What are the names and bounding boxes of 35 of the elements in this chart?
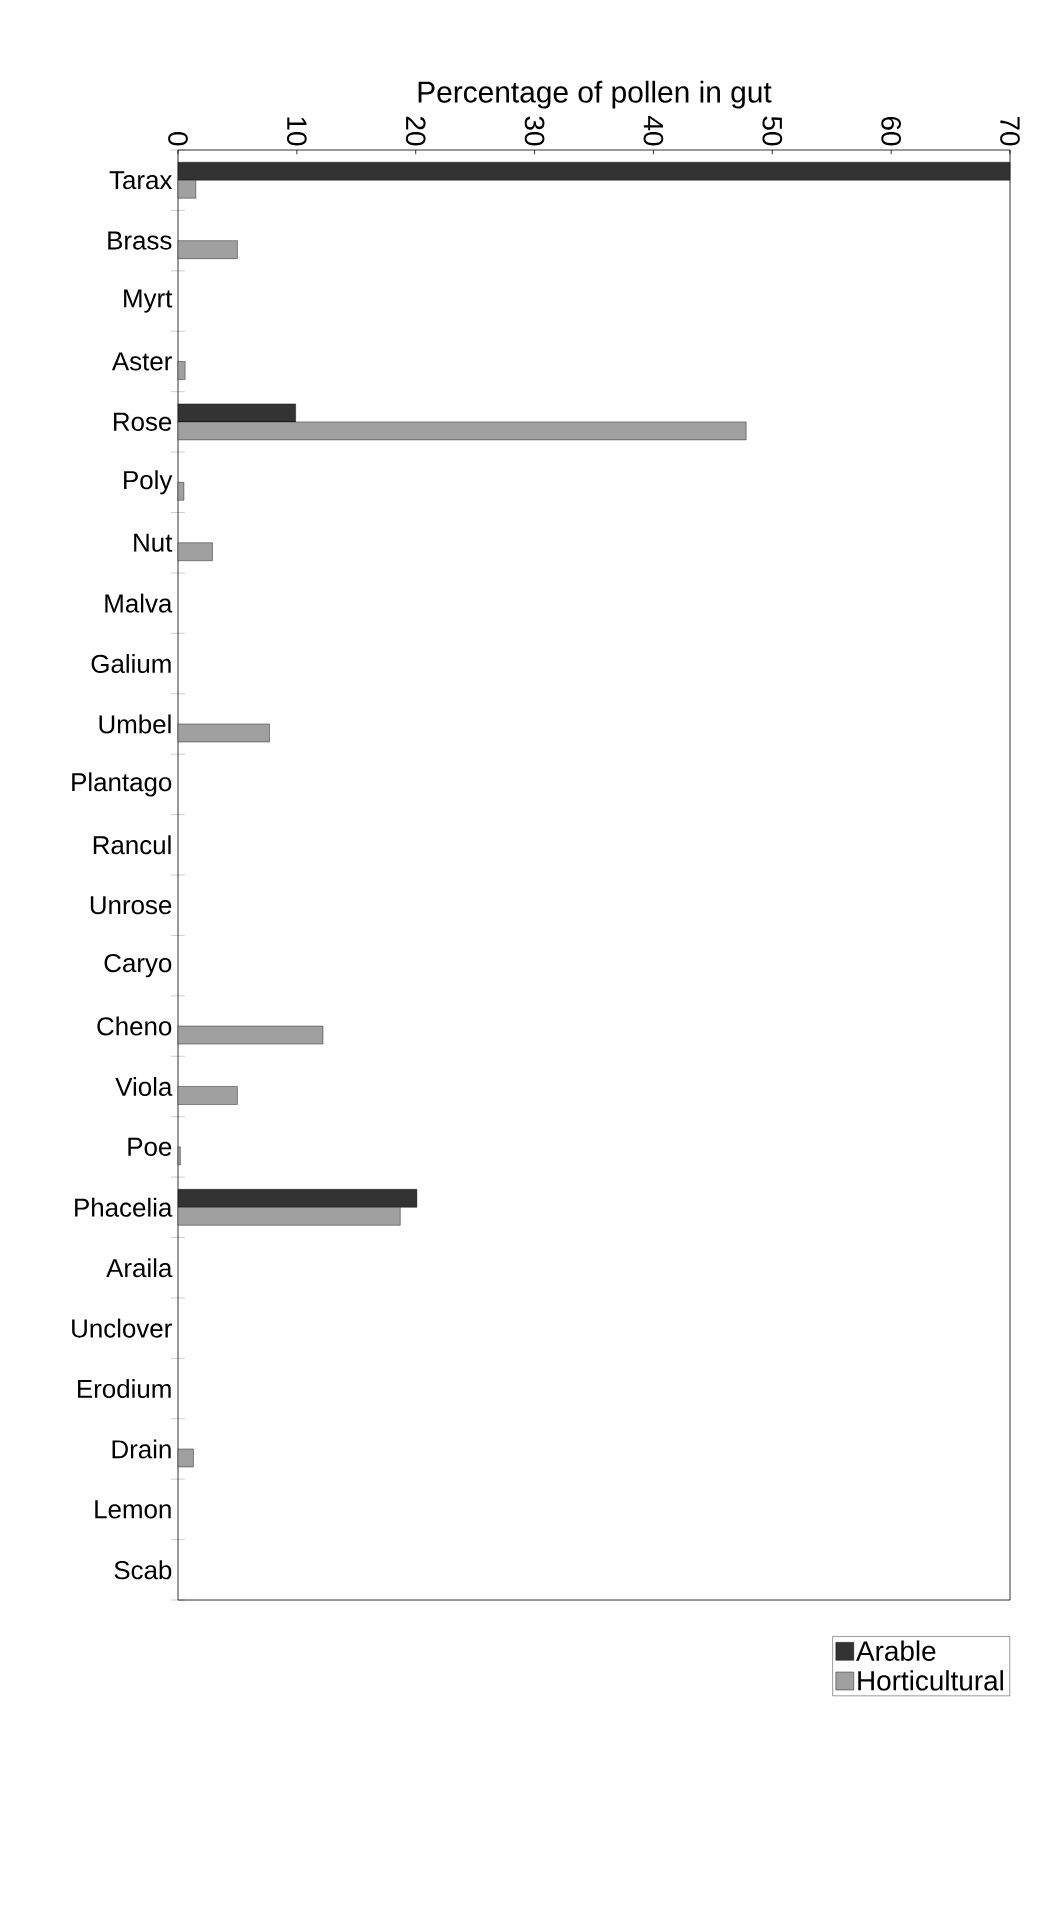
y-tick-label: Araila — [106, 1258, 173, 1278]
y-tick-label: Unclover — [72, 1318, 172, 1338]
x-tick-label: 60 — [881, 116, 902, 146]
x-tick-label: 0 — [168, 132, 188, 146]
y-tick-label: Myrt — [124, 289, 173, 313]
y-tick-label: Malva — [105, 593, 173, 613]
x-tick-label: 70 — [1000, 116, 1020, 146]
y-tick-label: Cheno — [97, 1016, 172, 1036]
y-tick-label: Drain — [112, 1439, 171, 1459]
x-tick-label: 10 — [286, 117, 307, 146]
y-tick-label: Tarax — [109, 171, 173, 190]
legend-label: Horticultural — [858, 1670, 1003, 1691]
x-tick-label: 40 — [643, 116, 664, 146]
y-tick-label: Lemon — [95, 1500, 171, 1519]
y-tick-label: Aster — [111, 352, 172, 371]
y-tick-label: Unrose — [90, 896, 172, 915]
y-tick-label: Rose — [114, 412, 172, 431]
x-axis-title: Percentage of pollen in gut — [418, 80, 772, 109]
x-tick-label: 50 — [762, 116, 783, 146]
y-tick-label: Caryo — [104, 953, 172, 978]
y-tick-label: Erodium — [78, 1379, 171, 1399]
y-tick-label: Brass — [108, 231, 172, 250]
y-tick-label: Phacelia — [75, 1197, 173, 1217]
y-tick-label: Viola — [115, 1076, 173, 1096]
y-tick-label: Nut — [134, 533, 173, 552]
legend-label: Arable — [856, 1640, 936, 1661]
y-tick-label: Scab — [114, 1560, 172, 1580]
y-tick-label: Galium — [91, 654, 171, 674]
x-tick-label: 30 — [524, 116, 545, 146]
y-tick-label: Plantago — [72, 772, 172, 797]
y-tick-label: Poly — [124, 470, 173, 495]
y-tick-label: Rancul — [93, 835, 171, 855]
y-tick-label: Umbel — [99, 714, 171, 734]
x-tick-label: 20 — [405, 116, 426, 146]
y-tick-label: Poe — [128, 1137, 172, 1156]
